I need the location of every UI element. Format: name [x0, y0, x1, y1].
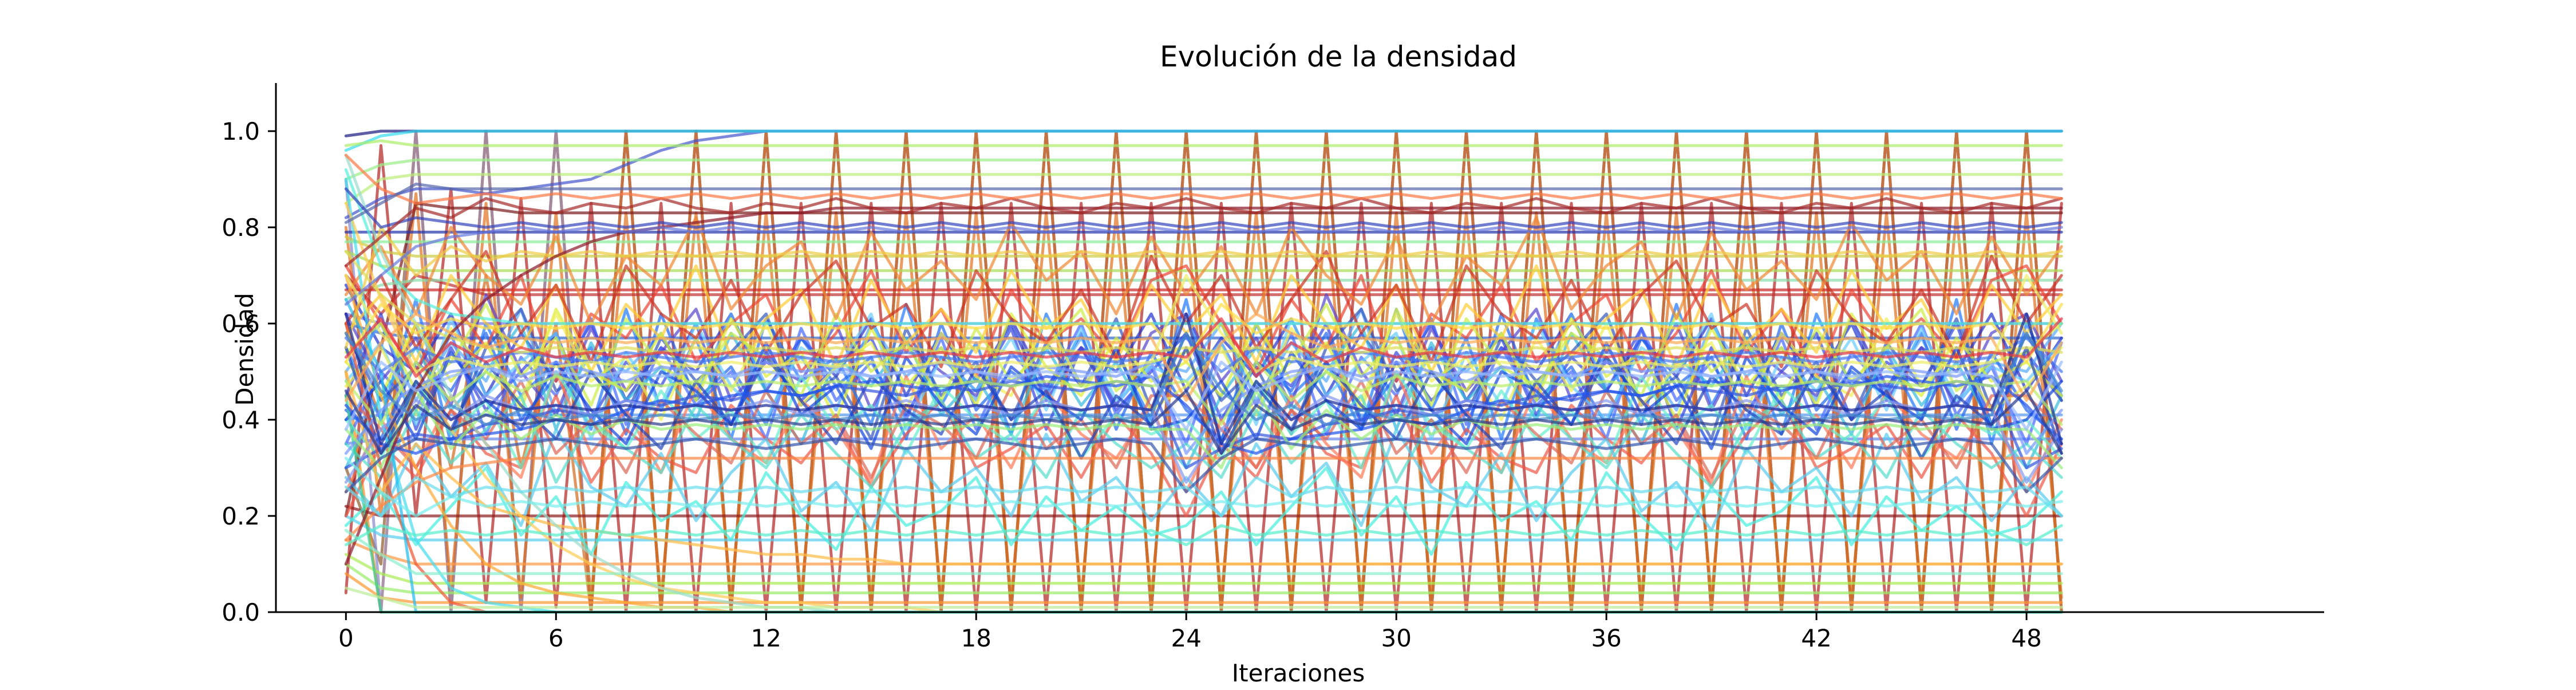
x-tick-label: 30 [1381, 624, 1411, 652]
series-line-70 [344, 336, 2063, 373]
x-tick-label: 36 [1591, 624, 1621, 652]
series-line-9 [344, 129, 2063, 152]
y-ticks: 0.0 0.2 0.4 0.6 0.8 1.0 [222, 117, 276, 626]
series-line-46 [344, 312, 2063, 421]
series-line-66 [344, 226, 2063, 349]
series-line-89 [344, 332, 2063, 426]
series-line-13 [344, 158, 2063, 181]
series-line-52 [344, 380, 2063, 479]
series-line-23 [344, 504, 2063, 518]
chart-title: Evolución de la densidad [1160, 40, 1517, 73]
series-line-54 [344, 216, 2063, 325]
series-line-16 [344, 278, 2063, 301]
y-tick-label: 0.0 [222, 598, 260, 626]
series-layer [344, 129, 2063, 614]
series-line-80 [344, 197, 2063, 267]
series-line-90 [344, 312, 2063, 402]
series-line-44 [344, 264, 2063, 373]
series-line-85 [344, 456, 2063, 518]
x-tick-label: 18 [961, 624, 991, 652]
series-line-48 [344, 394, 2063, 489]
series-line-51 [344, 428, 2063, 532]
y-tick-label: 1.0 [222, 117, 260, 145]
series-line-56 [344, 341, 2063, 450]
y-tick-label: 0.4 [222, 406, 260, 434]
series-line-61 [344, 370, 2063, 566]
series-line-22 [344, 514, 2063, 542]
y-axis-label: Densidad [231, 293, 259, 405]
x-ticks: 0 6 12 18 24 30 36 42 48 [338, 612, 2042, 652]
y-tick-label: 0.2 [222, 502, 260, 530]
axes-layer [275, 83, 2324, 613]
series-line-79 [344, 187, 2063, 229]
series-line-18 [344, 562, 2063, 594]
series-line-74 [344, 360, 2063, 426]
series-line-86 [344, 182, 2063, 224]
series-line-83 [344, 529, 2063, 575]
series-line-20 [344, 553, 2063, 585]
series-line-84 [344, 153, 2063, 205]
series-line-95 [344, 317, 2063, 378]
series-line-94 [344, 389, 2063, 455]
series-line-87 [344, 360, 2063, 431]
series-line-76 [344, 302, 2063, 364]
x-tick-label: 12 [751, 624, 781, 652]
series-line-12 [344, 139, 2063, 147]
x-tick-label: 42 [1801, 624, 1831, 652]
x-axis-label: Iteraciones [1232, 659, 1365, 687]
series-line-91 [344, 274, 2063, 373]
series-line-82 [344, 586, 2063, 609]
series-line-81 [344, 226, 2063, 306]
x-tick-label: 6 [548, 624, 564, 652]
y-tick-label: 0.6 [222, 310, 260, 338]
x-tick-label: 24 [1171, 624, 1201, 652]
x-tick-label: 0 [338, 624, 354, 652]
series-line-88 [344, 437, 2063, 494]
series-line-14 [344, 173, 2063, 205]
series-line-77 [344, 312, 2063, 445]
series-line-93 [344, 524, 2063, 546]
x-tick-label: 48 [2011, 624, 2041, 652]
series-line-92 [344, 476, 2063, 518]
y-tick-label: 0.8 [222, 214, 260, 242]
series-line-73 [344, 250, 2063, 354]
